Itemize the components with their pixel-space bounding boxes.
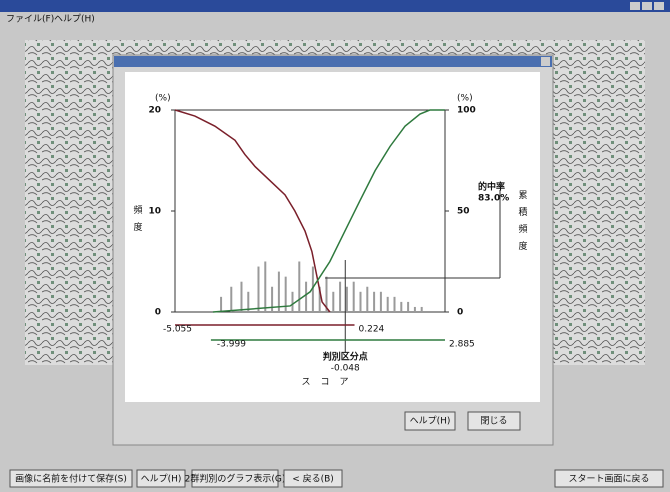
histogram-bar	[394, 297, 396, 312]
hit-rate-value: 83.0%	[478, 194, 509, 204]
y-label: 頻度	[132, 204, 143, 239]
histogram-bar	[407, 302, 409, 312]
histogram-bar	[257, 267, 259, 312]
dialog-title-bar	[114, 56, 552, 67]
histogram-bar	[339, 282, 341, 312]
histogram-bar	[220, 297, 222, 312]
y2-tick-label: 0	[457, 308, 463, 318]
histogram-bar	[230, 287, 232, 312]
bottom-button-label[interactable]: ヘルプ(H)	[141, 474, 182, 485]
dialog-close[interactable]	[541, 57, 550, 66]
histogram-bar	[278, 272, 280, 312]
close[interactable]	[654, 2, 664, 10]
histogram-bar	[298, 262, 300, 313]
minimize[interactable]	[630, 2, 640, 10]
y-tick-label: 10	[148, 207, 161, 217]
hit-rate-name: 的中率	[478, 181, 505, 193]
maximize[interactable]	[642, 2, 652, 10]
y-tick-label: 0	[155, 308, 161, 318]
dialog-button-label[interactable]: 閉じる	[480, 416, 507, 427]
histogram-bar	[400, 302, 402, 312]
range-min: -5.055	[163, 325, 192, 335]
histogram-bar	[240, 282, 242, 312]
histogram-bar	[291, 292, 293, 312]
menu-item[interactable]: ヘルプ(H)	[54, 14, 95, 25]
range-max: 2.885	[449, 340, 475, 350]
dialog-button-label[interactable]: ヘルプ(H)	[410, 416, 451, 427]
y-tick-label: 20	[148, 106, 161, 116]
y2-unit: (%)	[457, 94, 473, 104]
menu-item[interactable]: ファイル(F)	[6, 15, 54, 25]
histogram-bar	[414, 307, 416, 312]
histogram-bar	[359, 292, 361, 312]
histogram-bar	[421, 307, 423, 312]
y2-tick-label: 50	[457, 207, 470, 217]
histogram-bar	[373, 292, 375, 312]
bottom-button-label[interactable]: < 戻る(B)	[292, 473, 334, 485]
histogram-bar	[271, 287, 273, 312]
histogram-bar	[332, 292, 334, 312]
histogram-bar	[346, 287, 348, 312]
histogram-bar	[387, 297, 389, 312]
histogram-bar	[380, 292, 382, 312]
cutoff-label: 判別区分点	[323, 351, 368, 363]
bottom-button-label[interactable]: 2群判別のグラフ表示(G)	[185, 473, 286, 485]
cutoff-value: -0.048	[331, 364, 360, 374]
page: ファイル(F)ヘルプ(H)01020050100(%)(%)頻度累積頻度スコア判…	[0, 0, 670, 492]
screen: ファイル(F)ヘルプ(H)01020050100(%)(%)頻度累積頻度スコア判…	[0, 0, 670, 492]
y2-tick-label: 100	[457, 106, 476, 116]
y-unit: (%)	[155, 94, 171, 104]
bottom-button-label[interactable]: スタート画面に戻る	[568, 473, 649, 485]
title-bar	[0, 0, 670, 12]
bottom-button-label[interactable]: 画像に名前を付けて保存(S)	[15, 473, 127, 485]
range-min: -3.999	[217, 340, 246, 350]
x-label: スコア	[301, 378, 358, 388]
histogram-bar	[366, 287, 368, 312]
range-max: 0.224	[359, 325, 385, 335]
histogram-bar	[264, 262, 266, 313]
histogram-bar	[305, 282, 307, 312]
y2-label: 累積頻度	[517, 190, 528, 258]
histogram-bar	[353, 282, 355, 312]
